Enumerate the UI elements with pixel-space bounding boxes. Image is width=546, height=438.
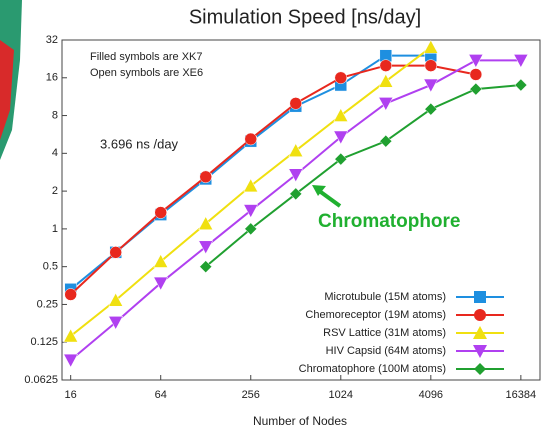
- chart-title: Simulation Speed [ns/day]: [189, 6, 421, 28]
- marker: [154, 206, 167, 219]
- plot-frame: [61, 39, 541, 381]
- legend-marker: [474, 363, 486, 375]
- marker: [469, 82, 483, 96]
- legend-label: Chromatophore (100M atoms): [299, 363, 446, 375]
- annotation-arrowhead: [312, 185, 326, 196]
- marker: [243, 178, 259, 193]
- marker: [108, 316, 124, 330]
- marker: [108, 292, 124, 307]
- marker: [198, 240, 214, 255]
- marker: [423, 39, 439, 54]
- marker: [288, 143, 304, 157]
- y-tick-label: 0.0625: [24, 374, 58, 386]
- annotation-chromatophore: Chromatophore: [318, 211, 461, 232]
- y-tick-label: 2: [52, 185, 58, 197]
- marker: [199, 170, 212, 184]
- y-tick-label: 0.125: [30, 336, 58, 348]
- marker: [513, 54, 529, 68]
- marker: [379, 134, 393, 148]
- marker: [198, 216, 214, 230]
- legend-label: Chemoreceptor (19M atoms): [305, 309, 446, 321]
- marker: [288, 168, 304, 183]
- marker: [64, 288, 77, 301]
- marker: [63, 328, 79, 343]
- marker: [333, 108, 349, 122]
- y-tick-label: 16: [46, 72, 58, 84]
- marker: [244, 222, 258, 236]
- series-line: [205, 84, 521, 268]
- annotation: Filled symbols are XK7: [90, 51, 203, 63]
- annotation: Open symbols are XE6: [90, 67, 203, 79]
- marker: [333, 130, 349, 145]
- marker: [378, 97, 394, 111]
- marker: [378, 73, 394, 88]
- legend-marker: [473, 326, 487, 339]
- marker: [334, 152, 348, 166]
- marker: [379, 59, 393, 72]
- marker: [468, 54, 484, 68]
- legend-marker: [473, 345, 487, 358]
- molecule-image-red: [0, 40, 14, 140]
- annotation-arrow: [316, 188, 342, 208]
- y-tick-label: 8: [52, 109, 58, 121]
- marker: [423, 78, 439, 93]
- marker: [469, 68, 483, 81]
- series-line: [70, 54, 431, 291]
- y-tick-label: 32: [46, 34, 58, 46]
- annotation: 3.696 ns /day: [100, 136, 179, 151]
- marker: [514, 78, 528, 92]
- marker: [109, 246, 122, 259]
- marker: [153, 276, 169, 291]
- y-tick-label: 1: [52, 223, 58, 235]
- x-tick-label: 64: [155, 389, 167, 401]
- y-tick-label: 0.5: [43, 261, 58, 273]
- legend-label: Microtubule (15M atoms): [324, 291, 446, 303]
- marker: [199, 260, 213, 274]
- marker: [289, 187, 303, 201]
- marker: [243, 204, 259, 219]
- y-tick-label: 0.25: [37, 298, 58, 310]
- marker: [289, 97, 303, 110]
- legend-label: RSV Lattice (31M atoms): [323, 327, 446, 339]
- x-axis-label: Number of Nodes: [253, 414, 347, 428]
- marker: [153, 253, 169, 268]
- legend-marker: [474, 291, 486, 303]
- x-tick-label: 256: [242, 389, 260, 401]
- marker: [424, 59, 438, 72]
- marker: [334, 71, 348, 85]
- series-line: [69, 64, 477, 296]
- marker: [244, 132, 257, 146]
- legend-label: HIV Capsid (64M atoms): [326, 345, 446, 357]
- x-tick-label: 16: [65, 389, 77, 401]
- x-tick-label: 16384: [506, 389, 537, 401]
- x-tick-label: 4096: [419, 389, 443, 401]
- x-tick-label: 1024: [329, 389, 353, 401]
- legend-marker: [474, 309, 486, 321]
- marker: [63, 353, 79, 368]
- marker: [424, 102, 438, 116]
- y-tick-label: 4: [52, 147, 58, 159]
